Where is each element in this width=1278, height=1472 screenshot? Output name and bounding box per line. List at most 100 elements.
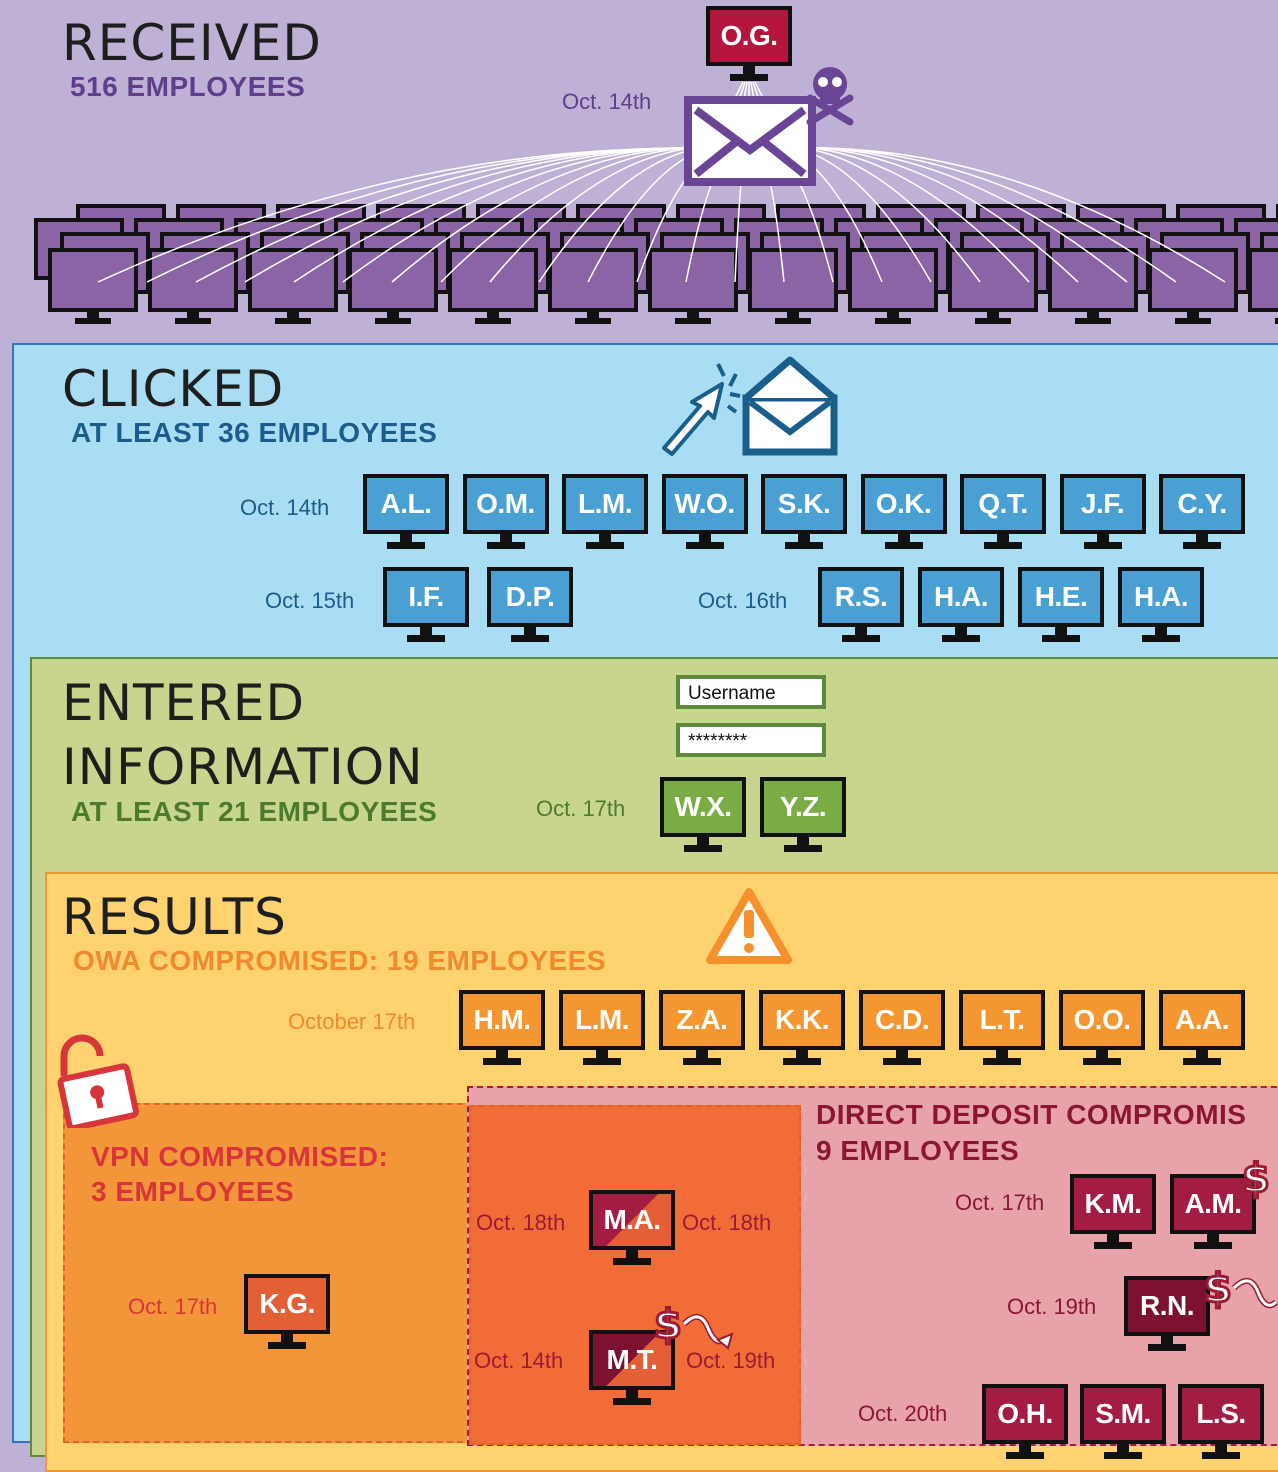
- clicked-monitor: S.K.: [761, 474, 847, 550]
- owa-date: October 17th: [288, 1009, 416, 1034]
- owa-monitor-initials: L.M.: [559, 990, 645, 1050]
- clicked-monitor: H.A.: [1118, 567, 1204, 643]
- entered-title-line1: ENTERED: [62, 674, 305, 732]
- clicked-monitor-initials: W.O.: [661, 474, 748, 534]
- owa-monitor-initials: Z.A.: [659, 990, 745, 1050]
- vpn-date: Oct. 17th: [128, 1294, 218, 1319]
- entered-monitor: Y.Z.: [760, 777, 846, 853]
- money-transfer-icon: $: [1203, 1265, 1278, 1314]
- clicked-monitor-initials: H.E.: [1018, 567, 1104, 627]
- received-network-illustration: [34, 81, 1278, 324]
- dd-monitor: S.M.: [1080, 1384, 1166, 1460]
- dd-monitor-initials: S.M.: [1080, 1384, 1166, 1444]
- employee-monitor-icon: [548, 248, 638, 324]
- vpn-title-line2: 3 EMPLOYEES: [91, 1176, 295, 1207]
- vpn-box: [63, 1103, 473, 1443]
- owa-count: OWA COMPROMISED: 19 EMPLOYEES: [73, 945, 607, 976]
- dd-monitor-initials: R.N.: [1124, 1276, 1210, 1336]
- owa-monitor-initials: A.A.: [1159, 990, 1245, 1050]
- received-title: RECEIVED: [62, 14, 322, 72]
- dd-monitor-initials: O.H.: [982, 1384, 1068, 1444]
- employee-monitor-icon: [48, 248, 138, 324]
- sender-monitor: O.G.: [706, 6, 792, 82]
- clicked-monitor: A.L.: [363, 474, 449, 550]
- clicked-monitor: O.K.: [860, 474, 947, 550]
- entered-monitor-initials: Y.Z.: [760, 777, 846, 837]
- money-transfer-icon: $: [1241, 1155, 1272, 1204]
- ma-left-date: Oct. 18th: [476, 1210, 566, 1235]
- clicked-monitor-initials: H.A.: [1118, 567, 1204, 627]
- dd-row1-date: Oct. 17th: [955, 1190, 1045, 1215]
- entered-title-line2: INFORMATION: [62, 738, 424, 796]
- clicked-monitor: J.F.: [1059, 474, 1146, 550]
- warning-icon: [706, 888, 792, 964]
- owa-monitor-initials: K.K.: [759, 990, 845, 1050]
- dd-row3-date: Oct. 20th: [858, 1401, 948, 1426]
- mt-right-date: Oct. 19th: [686, 1348, 776, 1373]
- mt-left-date: Oct. 14th: [474, 1348, 564, 1373]
- clicked-monitor-initials: J.F.: [1059, 474, 1146, 534]
- clicked-monitor-initials: D.P.: [487, 567, 573, 627]
- clicked-monitor-initials: Q.T.: [960, 474, 1046, 534]
- received-count: 516 EMPLOYEES: [70, 71, 306, 102]
- clicked-monitor-initials: C.Y.: [1159, 474, 1245, 534]
- mt-monitor: M.T.: [589, 1330, 675, 1406]
- received-date: Oct. 14th: [562, 89, 652, 114]
- clicked-monitor: H.E.: [1018, 567, 1104, 643]
- owa-monitor: L.T.: [959, 990, 1045, 1066]
- vpn-title-line1: VPN COMPROMISED:: [91, 1141, 389, 1172]
- employee-monitor-icon: [248, 248, 338, 324]
- clicked-monitor-initials: O.M.: [462, 474, 549, 534]
- clicked-row1-date: Oct. 14th: [240, 495, 330, 520]
- clicked-title: CLICKED: [62, 360, 285, 418]
- owa-monitor-initials: O.O.: [1059, 990, 1145, 1050]
- employee-monitor-icon: [1248, 248, 1278, 324]
- clicked-monitor: O.M.: [462, 474, 549, 550]
- svg-text:$: $: [654, 1302, 682, 1348]
- owa-monitor: Z.A.: [659, 990, 745, 1066]
- owa-monitor-initials: C.D.: [859, 990, 945, 1050]
- dd-row2-date: Oct. 19th: [1007, 1294, 1097, 1319]
- clicked-monitor: W.O.: [661, 474, 748, 550]
- clicked-monitor-initials: H.A.: [918, 567, 1004, 627]
- click-envelope-icon: [662, 356, 838, 456]
- owa-monitor: L.M.: [559, 990, 645, 1066]
- vpn-monitor: K.G.: [244, 1274, 330, 1350]
- clicked-monitor: R.S.: [818, 567, 904, 643]
- employee-monitor-icon: [1048, 248, 1138, 324]
- owa-monitor: H.M.: [459, 990, 545, 1066]
- vpn-monitor-initials: K.G.: [244, 1274, 330, 1334]
- clicked-monitor-initials: O.K.: [860, 474, 947, 534]
- clicked-row2b-date: Oct. 16th: [698, 588, 788, 613]
- employee-monitor-icon: [348, 248, 438, 324]
- dd-title-line1: DIRECT DEPOSIT COMPROMIS: [816, 1099, 1247, 1130]
- employee-monitor-icon: [948, 248, 1038, 324]
- dd-monitor: L.S.: [1178, 1384, 1264, 1460]
- svg-text:$: $: [1242, 1156, 1270, 1202]
- clicked-monitor: L.M.: [562, 474, 648, 550]
- dd-monitor: R.N.: [1124, 1276, 1210, 1352]
- clicked-monitor: H.A.: [918, 567, 1004, 643]
- unlocked-padlock-icon: [57, 1034, 139, 1128]
- dd-monitor: A.M.: [1170, 1174, 1256, 1250]
- employee-monitor-icon: [148, 248, 238, 324]
- employee-monitor-icon: [848, 248, 938, 324]
- svg-text:$: $: [1204, 1266, 1232, 1312]
- results-title: RESULTS: [62, 888, 287, 946]
- owa-monitor-initials: L.T.: [959, 990, 1045, 1050]
- ma-right-date: Oct. 18th: [682, 1210, 772, 1235]
- money-transfer-icon: $: [653, 1301, 734, 1350]
- dd-monitor-initials: A.M.: [1170, 1174, 1256, 1234]
- entered-monitor-initials: W.X.: [660, 777, 746, 837]
- dd-title-line2: 9 EMPLOYEES: [816, 1135, 1020, 1166]
- dd-monitor: K.M.: [1070, 1174, 1156, 1250]
- employee-monitor-icon: [1148, 248, 1238, 324]
- entered-count: AT LEAST 21 EMPLOYEES: [71, 796, 438, 827]
- password-field: ********: [676, 723, 826, 757]
- clicked-monitor: Q.T.: [960, 474, 1046, 550]
- owa-monitor-initials: H.M.: [459, 990, 545, 1050]
- employee-monitor-icon: [648, 248, 738, 324]
- owa-monitor: A.A.: [1159, 990, 1245, 1066]
- skull-crossbones-icon: [806, 67, 854, 126]
- clicked-monitor: D.P.: [487, 567, 573, 643]
